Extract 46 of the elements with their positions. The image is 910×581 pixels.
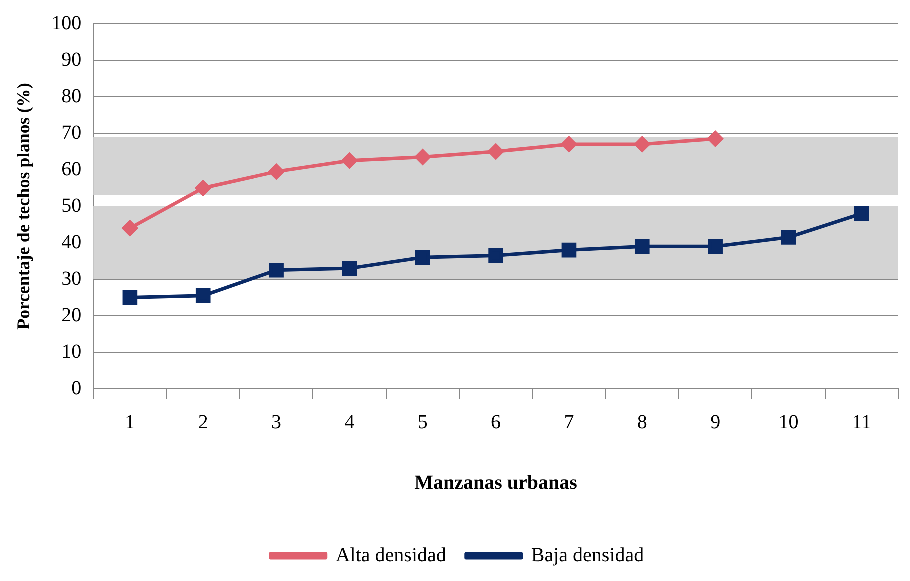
legend-label: Baja densidad [531,544,644,566]
point [269,262,284,278]
legend-label: Alta densidad [336,544,446,566]
x-tick-label: 3 [272,411,282,434]
y-tick-label: 80 [62,85,82,108]
point [488,248,504,264]
point [196,288,211,304]
y-tick-label: 20 [62,304,82,326]
x-tick-label: 11 [852,411,872,434]
x-tick-label: 4 [344,411,355,434]
point [854,206,870,222]
point [561,136,577,152]
x-tick-label: 2 [198,411,208,434]
x-tick-label: 9 [710,411,721,434]
point [781,230,796,245]
point [268,164,284,180]
y-tick-label: 30 [62,268,82,290]
point [122,290,138,306]
point [196,180,212,196]
y-axis-title: Porcentaje de techos planos (%) [13,83,34,330]
x-tick-label: 6 [491,411,502,434]
y-tick-label: 40 [62,231,82,254]
x-tick-label: 1 [125,411,136,434]
y-tick-label: 60 [62,158,82,180]
point [415,149,431,165]
point [562,242,577,258]
x-tick-label: 8 [637,411,648,434]
point [708,131,724,147]
point [634,136,650,152]
x-tick-label: 10 [778,411,799,434]
y-tick-label: 90 [62,48,82,71]
y-tick-label: 10 [62,340,82,363]
point [122,220,138,236]
x-tick-label: 7 [564,411,574,434]
y-tick-label: 100 [52,12,82,34]
x-axis-title: Manzanas urbanas [414,472,578,494]
point [415,250,430,266]
point [708,239,723,254]
point [488,144,504,160]
y-tick-label: 70 [62,122,82,144]
point [634,239,650,254]
y-tick-label: 0 [72,377,82,400]
point [342,153,358,169]
x-tick-label: 5 [418,411,428,434]
y-tick-label: 50 [62,194,82,217]
point [342,261,358,276]
